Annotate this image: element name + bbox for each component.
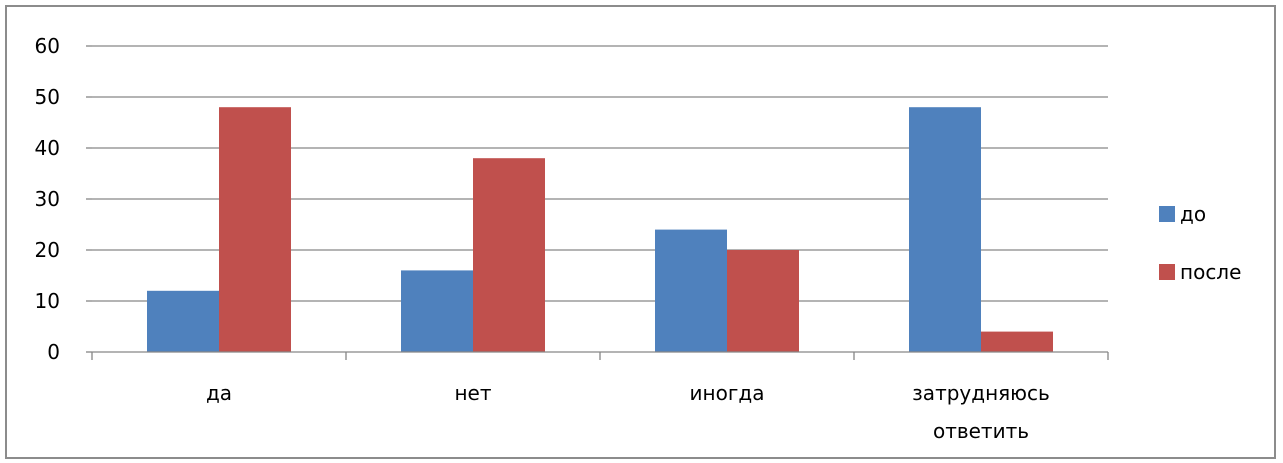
x-category-label: ответить xyxy=(933,419,1029,443)
legend: до после xyxy=(1159,202,1241,284)
bar-до-затрудняюсь ответить xyxy=(909,107,981,352)
y-tick-label: 10 xyxy=(35,289,60,313)
x-category-label: нет xyxy=(454,381,491,405)
legend-swatch-после xyxy=(1159,264,1175,280)
y-tick-label: 60 xyxy=(35,34,60,58)
axes xyxy=(86,45,1109,360)
bar-после-иногда xyxy=(727,250,799,352)
y-tick-label: 0 xyxy=(47,340,60,364)
bar-после-затрудняюсь ответить xyxy=(981,331,1053,352)
bar-до-да xyxy=(147,290,219,352)
y-tick-label: 50 xyxy=(35,85,60,109)
x-axis-labels: да нет иногда затрудняюсь ответить xyxy=(206,381,1050,443)
x-category-label: иногда xyxy=(690,381,765,405)
y-tick-label: 40 xyxy=(35,136,60,160)
legend-label: до xyxy=(1180,202,1206,226)
bar-до-нет xyxy=(401,270,473,352)
bars xyxy=(147,107,1053,352)
bar-после-нет xyxy=(473,158,545,352)
legend-swatch-до xyxy=(1159,206,1175,222)
bar-до-иногда xyxy=(655,229,727,352)
chart-frame xyxy=(5,5,1276,459)
bar-после-да xyxy=(219,107,291,352)
y-axis-ticks: 0 10 20 30 40 50 60 xyxy=(35,34,60,364)
x-category-label: затрудняюсь xyxy=(912,381,1050,405)
x-category-label: да xyxy=(206,381,232,405)
y-tick-label: 30 xyxy=(35,187,60,211)
legend-label: после xyxy=(1180,260,1241,284)
y-tick-label: 20 xyxy=(35,238,60,262)
